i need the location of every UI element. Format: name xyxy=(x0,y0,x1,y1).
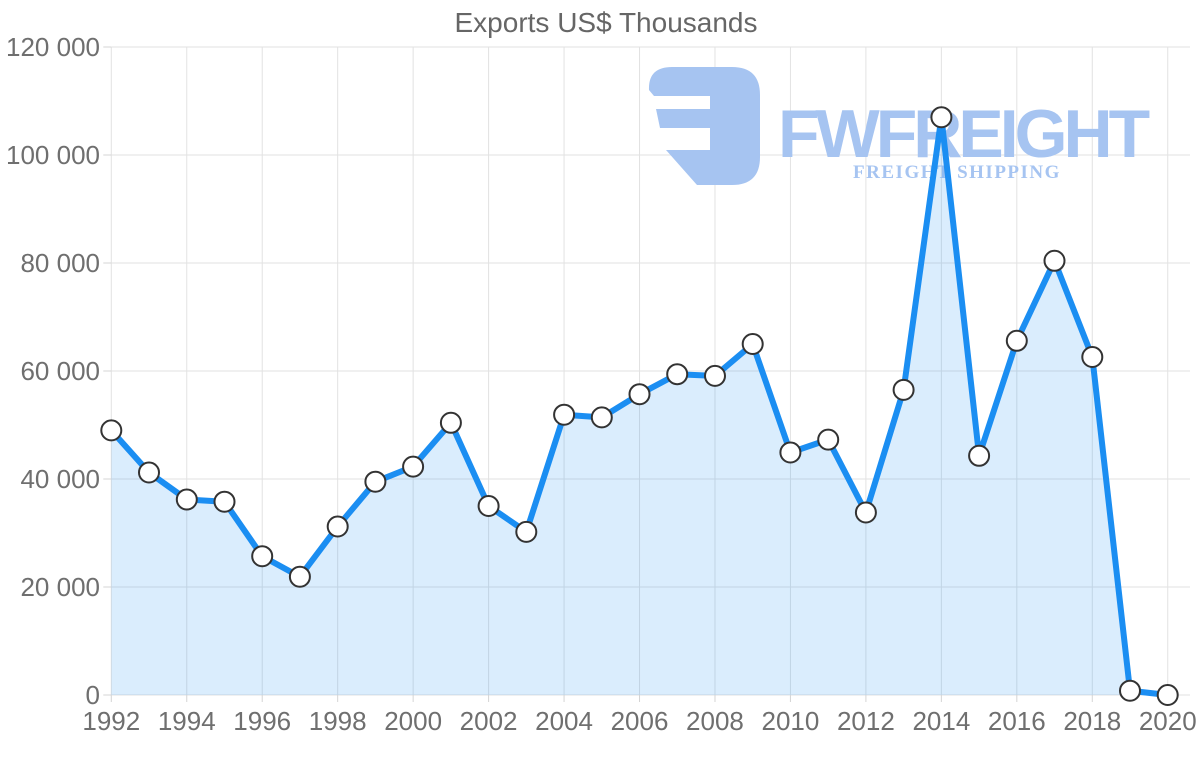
data-point-1996[interactable] xyxy=(251,545,274,568)
x-axis-label: 1996 xyxy=(233,706,291,736)
y-axis-label: 20 000 xyxy=(20,572,100,602)
y-axis-label: 120 000 xyxy=(6,32,100,62)
data-point-2010[interactable] xyxy=(779,441,802,464)
data-point-2014[interactable] xyxy=(930,106,953,129)
x-axis-label: 1994 xyxy=(158,706,216,736)
x-axis-label: 2002 xyxy=(460,706,518,736)
data-point-2012[interactable] xyxy=(854,501,877,524)
chart-title: Exports US$ Thousands xyxy=(455,7,758,38)
data-point-1999[interactable] xyxy=(364,470,387,493)
data-point-1994[interactable] xyxy=(175,488,198,511)
y-axis-label: 40 000 xyxy=(20,464,100,494)
y-axis-label: 60 000 xyxy=(20,356,100,386)
data-point-1992[interactable] xyxy=(100,419,123,442)
data-point-2004[interactable] xyxy=(553,403,576,426)
data-point-2005[interactable] xyxy=(590,406,613,429)
data-point-2016[interactable] xyxy=(1005,329,1028,352)
axis-labels: 0 20 000 40 000 60 000 80 000 100 000 120 000 1… xyxy=(6,32,1197,736)
data-point-2017[interactable] xyxy=(1043,249,1066,272)
x-axis-label: 1998 xyxy=(309,706,367,736)
data-point-2020[interactable] xyxy=(1156,684,1179,706)
data-point-1997[interactable] xyxy=(288,565,311,588)
y-axis-label: 0 xyxy=(86,680,100,710)
data-point-2013[interactable] xyxy=(892,378,915,401)
watermark-brand-text: FWFREIGHT xyxy=(778,96,1150,172)
x-axis-label: 2020 xyxy=(1139,706,1197,736)
y-axis-label: 100 000 xyxy=(6,140,100,170)
data-point-2019[interactable] xyxy=(1119,679,1141,702)
data-point-1998[interactable] xyxy=(326,515,349,538)
gridlines xyxy=(110,46,1190,696)
data-point-2000[interactable] xyxy=(402,455,425,478)
watermark-tagline-text: FREIGHT SHIPPING xyxy=(853,162,1061,183)
data-point-2007[interactable] xyxy=(666,363,689,386)
data-point-2015[interactable] xyxy=(968,444,991,467)
watermark-logo: FWFREIGHT FREIGHT SHIPPING xyxy=(648,67,1154,185)
y-axis-label: 80 000 xyxy=(20,248,100,278)
data-point-2018[interactable] xyxy=(1081,346,1104,368)
x-axis-label: 2000 xyxy=(384,706,442,736)
data-point-1995[interactable] xyxy=(213,490,236,513)
x-axis-label: 1992 xyxy=(82,706,140,736)
data-point-2011[interactable] xyxy=(817,428,840,451)
data-point-2001[interactable] xyxy=(439,411,462,434)
x-axis-label: 2010 xyxy=(762,706,820,736)
x-axis-label: 2008 xyxy=(686,706,744,736)
x-axis-label: 2018 xyxy=(1063,706,1121,736)
x-axis-label: 2016 xyxy=(988,706,1046,736)
fwfreight-logo-icon xyxy=(648,67,760,185)
data-point-2008[interactable] xyxy=(704,364,726,387)
data-point-2009[interactable] xyxy=(741,333,764,355)
area-fill xyxy=(111,117,1168,695)
data-point-markers xyxy=(100,106,1179,706)
data-point-2006[interactable] xyxy=(628,383,651,406)
axis-ticks xyxy=(103,46,1169,702)
x-axis-label: 2006 xyxy=(611,706,669,736)
x-axis-label: 2012 xyxy=(837,706,895,736)
data-point-2002[interactable] xyxy=(477,495,500,517)
data-point-1993[interactable] xyxy=(138,461,160,484)
data-point-2003[interactable] xyxy=(515,520,538,543)
x-axis-label: 2004 xyxy=(535,706,593,736)
x-axis-label: 2014 xyxy=(912,706,970,736)
